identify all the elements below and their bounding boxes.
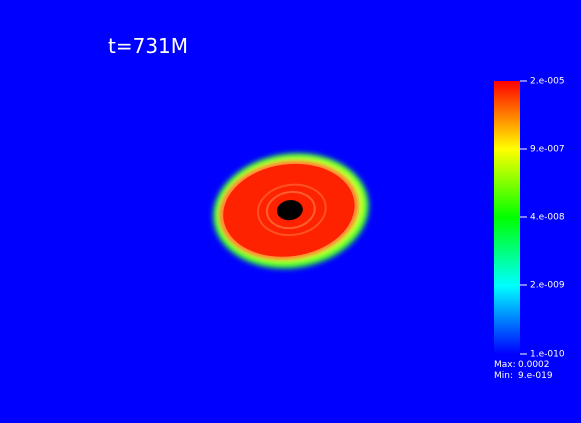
disk (213, 153, 369, 269)
max-label: Max: (494, 360, 516, 370)
tick-label: 4.e-008 (530, 213, 565, 223)
tick-label: 1.e-010 (530, 350, 565, 360)
tick-label: 2.e-005 (530, 77, 565, 87)
time-label: t=731M (108, 34, 188, 58)
min-label: Min: (494, 371, 513, 381)
max-value: 0.0002 (518, 360, 550, 370)
tick-label: 2.e-009 (530, 281, 565, 291)
tick-label: 9.e-007 (530, 145, 565, 155)
colorbar-ticks: 2.e-005 9.e-007 4.e-008 2.e-009 1.e-010 (520, 77, 565, 360)
min-value: 9.e-019 (518, 371, 553, 381)
colorbar (494, 81, 520, 354)
